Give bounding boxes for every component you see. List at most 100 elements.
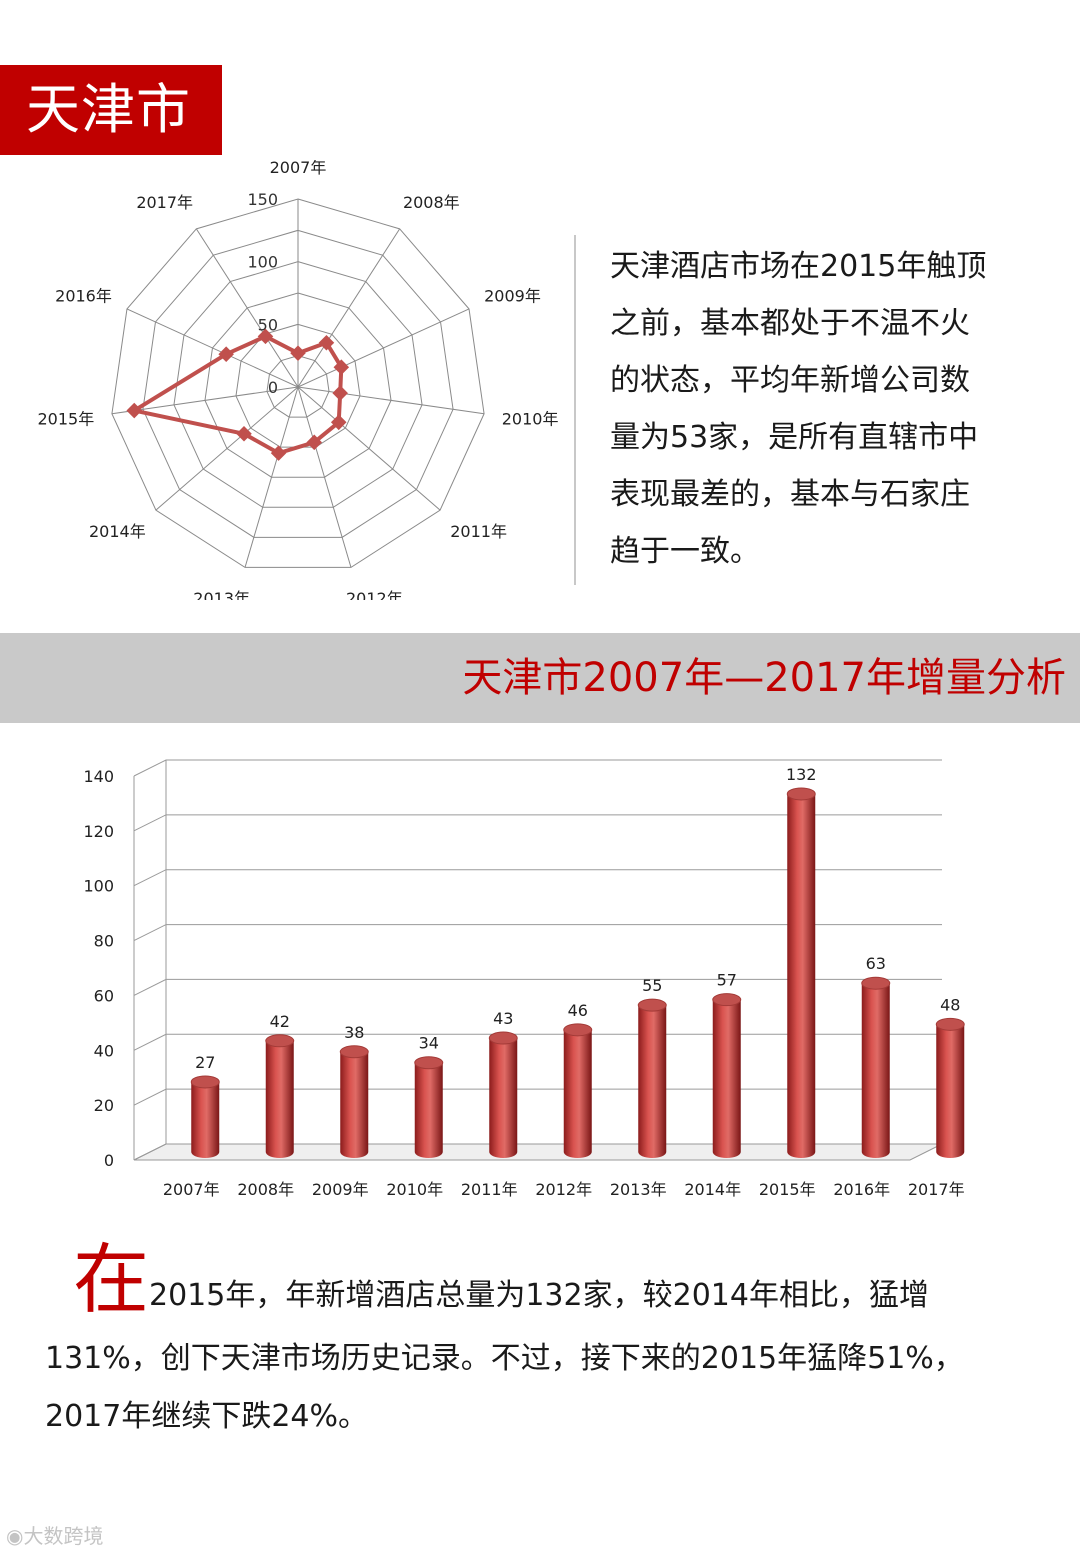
bar-gridline <box>133 1088 942 1106</box>
analysis-line-3: 2017年继续下跌24%。 <box>45 1399 369 1434</box>
bar-x-tick-label: 2011年 <box>461 1180 518 1199</box>
bar-x-tick-label: 2017年 <box>908 1180 965 1199</box>
radar-category-label: 2014年 <box>89 522 146 541</box>
bar-y-tick-label: 140 <box>83 767 114 786</box>
analysis-line-2: 131%，创下天津市场历史记录。不过，接下来的2015年猛降51%， <box>45 1341 964 1376</box>
bar-data-label: 43 <box>493 1009 513 1028</box>
bar-gridline <box>133 978 942 996</box>
bar-data-label: 38 <box>344 1023 364 1042</box>
bar-gridline <box>133 1143 942 1161</box>
logo-icon: ◉​ <box>6 1524 24 1548</box>
dropcap: 在 <box>73 1235 149 1324</box>
bar <box>414 1056 444 1158</box>
bar-body <box>414 1062 443 1158</box>
bar-data-label: 46 <box>568 1001 588 1020</box>
radar-point <box>332 385 348 401</box>
summary-line: 量为53家，是所有直辖市中 <box>610 420 979 455</box>
summary-text: 天津酒店市场在2015年触顶 之前，基本都处于不温不火 的状态，平均年新增公司数… <box>610 238 1030 580</box>
vertical-divider <box>574 235 576 585</box>
bar-body <box>563 1029 592 1158</box>
analysis-line-1: 2015年，年新增酒店总量为132家，较2014年相比，猛增 <box>149 1278 929 1313</box>
bar-cap <box>190 1075 220 1089</box>
bar-body <box>638 1005 667 1158</box>
bar <box>339 1045 369 1158</box>
radar-spoke <box>244 386 299 568</box>
bar-cap <box>265 1034 295 1048</box>
bar <box>786 787 816 1158</box>
radar-spoke <box>297 386 352 568</box>
bar-cap <box>637 998 667 1012</box>
bar-cap <box>339 1045 369 1059</box>
radar-tick-label: 150 <box>247 190 278 209</box>
bar-x-tick-label: 2015年 <box>759 1180 816 1199</box>
radar-spoke <box>126 308 299 388</box>
radar-category-label: 2017年 <box>136 193 193 212</box>
bar-y-tick-label: 120 <box>83 822 114 841</box>
bar <box>488 1031 518 1158</box>
bar-y-tick-label: 0 <box>104 1151 114 1170</box>
bar-body <box>861 983 890 1158</box>
bar-y-tick-label: 20 <box>94 1096 114 1115</box>
bar <box>861 976 891 1158</box>
bar-gridline <box>133 759 942 777</box>
bar-y-tick-label: 80 <box>94 932 114 951</box>
radar-spoke <box>155 386 299 511</box>
watermark: ◉​ 大数跨境 <box>6 1520 103 1549</box>
bar-data-label: 42 <box>270 1012 290 1031</box>
bar-x-tick-label: 2014年 <box>684 1180 741 1199</box>
radar-point <box>270 445 287 461</box>
bar <box>563 1023 593 1158</box>
radar-point <box>236 426 252 442</box>
bar <box>190 1075 220 1158</box>
bar-data-label: 132 <box>786 765 817 784</box>
bar-data-label: 55 <box>642 976 662 995</box>
bar <box>637 998 667 1158</box>
bar-body <box>936 1024 965 1158</box>
bar-cap <box>563 1023 593 1037</box>
radar-tick-label: 100 <box>247 253 278 272</box>
radar-spoke <box>297 228 401 388</box>
bar-data-label: 27 <box>195 1053 215 1072</box>
bar-body <box>489 1038 518 1158</box>
bar-x-tick-label: 2009年 <box>312 1180 369 1199</box>
bar <box>935 1017 965 1158</box>
radar-spoke <box>297 386 485 415</box>
bar-x-tick-label: 2012年 <box>535 1180 592 1199</box>
bar-gridline <box>133 1033 942 1051</box>
bar-x-tick-label: 2007年 <box>163 1180 220 1199</box>
bar-cap <box>935 1017 965 1031</box>
radar-grid-ring <box>173 261 423 508</box>
bar-cap <box>861 976 891 990</box>
radar-chart: 0 50 100 150 2007年 2008年 2009年 2010年 2011年 2012年 2… <box>38 160 559 600</box>
radar-grid-ring <box>111 198 485 568</box>
radar-tick-label: 0 <box>268 378 278 397</box>
radar-grid-ring <box>266 355 330 418</box>
bar-data-label: 57 <box>717 971 737 990</box>
radar-tick-label: 50 <box>258 315 278 334</box>
section-title: 天津市2007年—2017年增量分析 <box>462 655 1066 701</box>
bar-cap <box>786 787 816 801</box>
radar-point <box>333 359 350 375</box>
summary-line: 之前，基本都处于不温不火 <box>610 306 970 341</box>
bar-x-tick-label: 2008年 <box>237 1180 294 1199</box>
city-title-banner: 天津市 <box>0 65 222 155</box>
bar-data-label: 34 <box>419 1034 439 1053</box>
radar-grid-ring <box>204 292 392 478</box>
radar-series-line <box>132 334 344 456</box>
summary-line: 趋于一致。 <box>610 534 760 569</box>
bar-x-tick-label: 2016年 <box>833 1180 890 1199</box>
radar-spoke <box>297 386 441 511</box>
bar-x-tick-label: 2013年 <box>610 1180 667 1199</box>
bar-body <box>191 1081 220 1158</box>
watermark-text: 大数跨境 <box>23 1524 104 1548</box>
radar-category-label: 2013年 <box>193 589 250 600</box>
summary-line: 的状态，平均年新增公司数 <box>610 363 970 398</box>
radar-point <box>257 328 274 345</box>
radar-category-label: 2016年 <box>55 287 112 306</box>
radar-category-label: 2012年 <box>346 589 403 600</box>
bar-chart: 0 20 40 60 80 100 120 140 27 2007年 42 2008年 38 2009年 3… <box>83 759 965 1199</box>
bar-body <box>340 1051 369 1158</box>
radar-grid-ring <box>142 229 454 538</box>
radar-category-label: 2009年 <box>484 287 541 306</box>
bar-gridline <box>133 869 942 887</box>
